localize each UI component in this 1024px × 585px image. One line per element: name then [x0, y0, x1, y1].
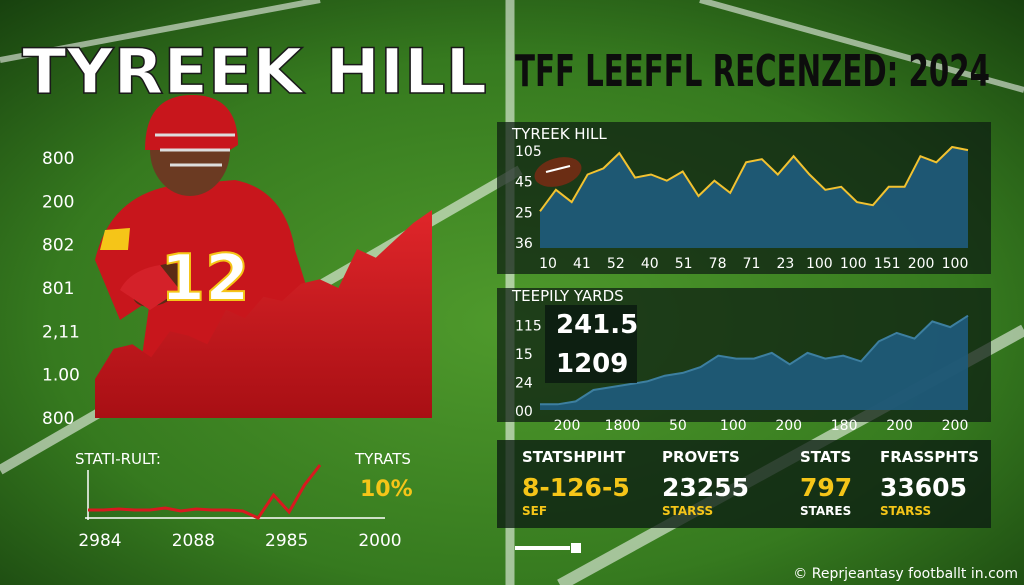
- slider-track: [515, 546, 570, 550]
- y-tick-label: 802: [42, 236, 74, 256]
- stat-sub: STARES: [800, 504, 851, 518]
- x-tick-label: 200: [908, 256, 935, 272]
- x-tick-label: 41: [573, 256, 591, 272]
- x-tick-label: 100: [840, 256, 867, 272]
- jersey-number: 12: [160, 242, 249, 316]
- stat-value: 23255: [662, 473, 749, 502]
- annotation: 10%: [360, 477, 413, 502]
- panel: [497, 440, 991, 528]
- x-tick-label: 2984: [78, 531, 121, 551]
- stat-value: 797: [800, 473, 852, 502]
- slider-handle: [571, 543, 581, 553]
- charts: 800 200 802 801 2,11 1.00 800 STATI-RULT: TYRATS…: [42, 125, 979, 551]
- x-tick-label: 180: [831, 418, 858, 434]
- stat-value: 8-126-5: [522, 473, 630, 502]
- x-tick-label: 51: [675, 256, 693, 272]
- x-tick-label: 200: [886, 418, 913, 434]
- panel-title: TEEPILY YARDS: [511, 287, 624, 305]
- x-tick-label: 71: [743, 256, 761, 272]
- y-tick-label: 115: [515, 318, 542, 334]
- value-box: [545, 305, 637, 383]
- y-tick-label: 105: [515, 144, 542, 160]
- x-tick-label: 100: [720, 418, 747, 434]
- area: [95, 210, 432, 418]
- subtitle: TFF LEEFFL RECENZED: 2024: [515, 46, 990, 97]
- x-tick-label: 1800: [605, 418, 641, 434]
- x-tick-label: 2985: [265, 531, 308, 551]
- y-tick-label: 15: [515, 347, 533, 363]
- stat-sub: SEF: [522, 504, 547, 518]
- x-tick-label: 52: [607, 256, 625, 272]
- stat-label: STATS: [800, 448, 851, 466]
- y-tick-label: 45: [515, 175, 533, 191]
- stat-sub: STARSS: [662, 504, 713, 518]
- y-tick-label: 24: [515, 375, 533, 391]
- x-tick-label: 200: [554, 418, 581, 434]
- stat-label: PROVETS: [662, 448, 740, 466]
- stat-label: FRASSPHTS: [880, 448, 979, 466]
- x-tick-label: 23: [777, 256, 795, 272]
- x-tick-label: 100: [806, 256, 833, 272]
- y-tick-label: 25: [515, 205, 533, 221]
- stat-label: STATSHPIHT: [522, 448, 626, 466]
- line: [88, 464, 322, 520]
- x-tick-label: 10: [539, 256, 557, 272]
- x-tick-label: 2000: [358, 531, 401, 551]
- title: TYREEK HILL: [22, 35, 487, 108]
- football-icon: [534, 157, 582, 187]
- x-tick-label: 200: [942, 418, 969, 434]
- annotation: 241.5: [556, 310, 638, 340]
- panel-title: TYREEK HILL: [511, 125, 607, 143]
- stat-value: 33605: [880, 473, 967, 502]
- x-tick-label: 151: [874, 256, 901, 272]
- y-tick-label: 800: [42, 149, 74, 169]
- x-tick-label: 40: [641, 256, 659, 272]
- x-tick-label: 2088: [172, 531, 215, 551]
- y-tick-label: 800: [42, 409, 74, 429]
- y-tick-label: 2,11: [42, 322, 80, 342]
- x-tick-label: 78: [709, 256, 727, 272]
- annotation: TYRATS: [354, 450, 411, 468]
- stat-sub: STARSS: [880, 504, 931, 518]
- line: [539, 145, 969, 212]
- footer-credit: © Reprjeantasy footballt in.com: [793, 566, 1018, 582]
- x-tick-label: 100: [942, 256, 969, 272]
- y-tick-label: 801: [42, 279, 74, 299]
- y-tick-label: 36: [515, 236, 533, 252]
- line: [540, 314, 969, 406]
- y-tick-label: 00: [515, 404, 533, 420]
- area: [540, 147, 968, 248]
- x-tick-label: 200: [775, 418, 802, 434]
- area: [540, 315, 968, 410]
- x-tick-label: 50: [669, 418, 687, 434]
- y-tick-label: 1.00: [42, 366, 80, 386]
- player-figure: 12: [95, 95, 320, 370]
- y-tick-label: 200: [42, 192, 74, 212]
- annotation: 1209: [556, 349, 628, 379]
- panel-title: STATI-RULT:: [75, 450, 161, 468]
